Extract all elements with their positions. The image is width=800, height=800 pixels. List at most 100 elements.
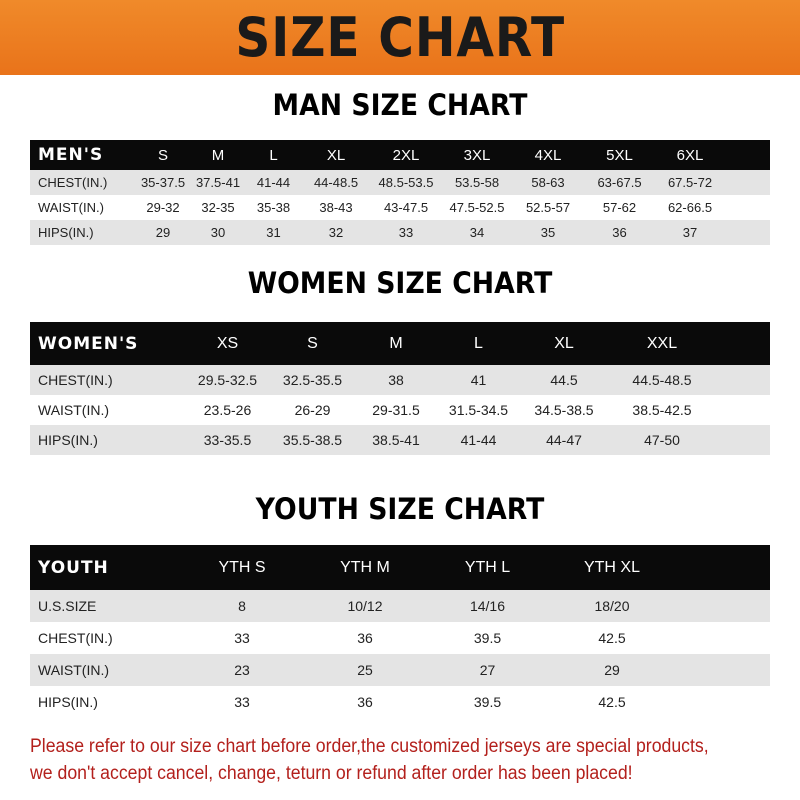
table-cell: 23.5-26 <box>203 402 252 418</box>
row-label: HIPS(IN.) <box>38 225 94 240</box>
table-cell: 35-37.5 <box>140 175 186 190</box>
table-row: CHEST(IN.) 35-37.5 37.5-41 41-44 44-48.5 48.5… <box>30 170 770 195</box>
table-cell: 29.5-32.5 <box>197 372 258 388</box>
table-cell: 67.5-72 <box>667 175 713 190</box>
table-cell: 35-38 <box>256 200 291 215</box>
table-cell: 18/20 <box>594 598 630 614</box>
table-cell: 23 <box>234 662 250 678</box>
table-cell: 63-67.5 <box>597 175 642 190</box>
table-cell: 48.5-53.5 <box>378 175 434 190</box>
table-row: CHEST(IN.) 33 36 39.5 42.5 <box>30 622 770 654</box>
table-cell: 31 <box>266 225 281 240</box>
table-cell: 31.5-34.5 <box>448 402 509 418</box>
table-row: HIPS(IN.) 33-35.5 35.5-38.5 38.5-41 41-44 44-… <box>30 425 770 455</box>
table-cell: 34.5-38.5 <box>534 402 594 418</box>
row-label: WAIST(IN.) <box>38 402 110 418</box>
table-cell: 47-50 <box>644 432 680 448</box>
table-cell: 25 <box>357 662 373 678</box>
table-cell: 35.5-38.5 <box>282 432 343 448</box>
notice-line: Please refer to our size chart before or… <box>30 736 709 757</box>
table-cell: 41-44 <box>256 175 291 190</box>
row-label: CHEST(IN.) <box>38 372 113 388</box>
size-header: YTH M <box>340 558 390 576</box>
table-cell: 47.5-52.5 <box>449 200 505 215</box>
table-cell: 38.5-42.5 <box>632 402 692 418</box>
table-cell: 38.5-41 <box>372 432 420 448</box>
size-header: 3XL <box>463 146 491 164</box>
table-cell: 33-35.5 <box>203 432 252 448</box>
size-header: S <box>307 334 318 352</box>
table-cell: 10/12 <box>347 598 383 614</box>
table-cell: 41-44 <box>460 432 497 448</box>
table-row: WAIST(IN.) 23.5-26 26-29 29-31.5 31.5-34.5 34… <box>30 395 770 425</box>
row-label: U.S.SIZE <box>38 598 97 614</box>
table-cell: 36 <box>357 630 373 646</box>
table-cell: 8 <box>238 598 246 614</box>
table-cell: 36 <box>612 225 627 240</box>
women-title: WOMEN SIZE CHART <box>247 266 553 300</box>
table-row: HIPS(IN.) 29 30 31 32 33 34 35 36 37 <box>30 220 770 245</box>
table-cell: 32 <box>328 225 344 240</box>
table-cell: 14/16 <box>469 598 506 614</box>
size-header: XXL <box>646 334 678 352</box>
banner-title: SIZE CHART <box>235 6 565 69</box>
row-label: CHEST(IN.) <box>38 630 113 646</box>
row-label: HIPS(IN.) <box>38 694 98 710</box>
youth-title: YOUTH SIZE CHART <box>255 492 545 526</box>
table-label: MEN'S <box>38 145 104 165</box>
size-header: YTH L <box>464 558 511 576</box>
table-cell: 44-47 <box>546 432 582 448</box>
women-size-table: WOMEN'S XS S M L XL XXL CHEST(IN.) 29.5-32.5 32.5… <box>30 322 770 455</box>
row-label: WAIST(IN.) <box>38 662 110 678</box>
order-notice: Please refer to our size chart before or… <box>30 733 737 787</box>
size-header: XL <box>326 146 346 164</box>
table-cell: 39.5 <box>473 694 502 710</box>
table-cell: 33 <box>234 630 250 646</box>
header-row: WOMEN'S XS S M L XL XXL <box>30 322 770 365</box>
table-row: CHEST(IN.) 29.5-32.5 32.5-35.5 38 41 44.5 44.5… <box>30 365 770 395</box>
table-cell: 29 <box>155 225 171 240</box>
table-cell: 33 <box>398 225 414 240</box>
notice-line: we don't accept cancel, change, teturn o… <box>30 763 633 784</box>
table-cell: 32.5-35.5 <box>282 372 343 388</box>
size-header: 4XL <box>534 146 562 164</box>
size-header: XL <box>554 334 574 352</box>
men-title: MAN SIZE CHART <box>272 88 528 122</box>
table-row: WAIST(IN.) 23 25 27 29 <box>30 654 770 686</box>
table-cell: 41 <box>470 372 487 388</box>
table-row: HIPS(IN.) 33 36 39.5 42.5 <box>30 686 770 718</box>
table-cell: 37 <box>682 225 698 240</box>
row-label: CHEST(IN.) <box>38 175 108 190</box>
table-cell: 33 <box>234 694 250 710</box>
table-cell: 39.5 <box>473 630 502 646</box>
table-cell: 53.5-58 <box>454 175 500 190</box>
table-cell: 29-32 <box>146 200 180 215</box>
size-header: 5XL <box>606 146 633 164</box>
table-cell: 35 <box>540 225 556 240</box>
youth-size-table: YOUTH YTH S YTH M YTH L YTH XL U.S.SIZE 8 10/12… <box>30 545 770 718</box>
table-cell: 62-66.5 <box>667 200 713 215</box>
size-header: YTH S <box>218 558 266 576</box>
header-row: MEN'S S M L XL 2XL 3XL 4XL 5XL 6XL <box>30 140 770 170</box>
size-header: M <box>389 334 403 352</box>
table-cell: 58-63 <box>531 175 565 190</box>
table-cell: 29-31.5 <box>372 402 420 418</box>
table-cell: 26-29 <box>294 402 331 418</box>
size-header: L <box>474 334 483 352</box>
size-header: L <box>269 146 278 164</box>
table-cell: 57-62 <box>602 200 637 215</box>
table-cell: 44-48.5 <box>313 175 359 190</box>
table-cell: 42.5 <box>598 630 626 646</box>
table-cell: 43-47.5 <box>383 200 429 215</box>
banner: SIZE CHART <box>0 0 800 75</box>
men-size-table: MEN'S S M L XL 2XL 3XL 4XL 5XL 6XL CHEST(IN.) 35-37… <box>30 140 770 245</box>
table-cell: 29 <box>604 662 620 678</box>
table-cell: 36 <box>357 694 373 710</box>
table-cell: 38 <box>388 372 404 388</box>
size-header: YTH XL <box>583 558 640 576</box>
size-header: 6XL <box>676 146 704 164</box>
table-cell: 32-35 <box>201 200 235 215</box>
row-label: WAIST(IN.) <box>38 200 104 215</box>
table-cell: 44.5-48.5 <box>632 372 692 388</box>
